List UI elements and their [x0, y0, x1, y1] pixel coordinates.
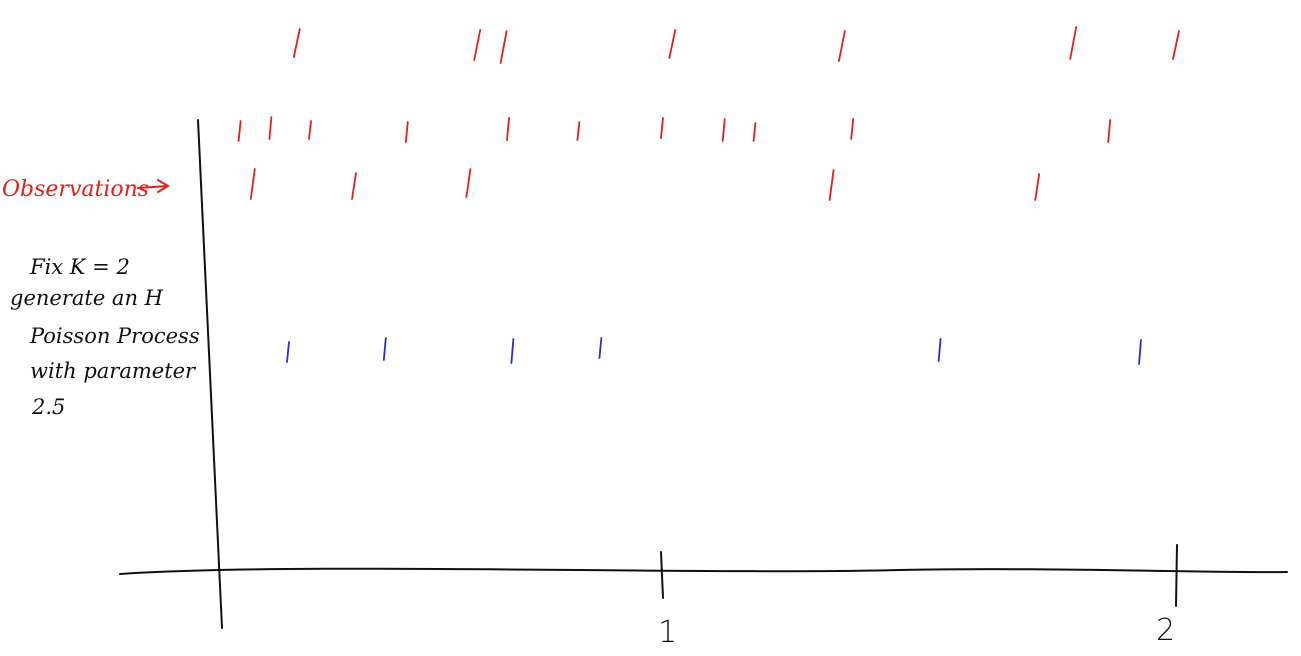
observation-mark-r0-6 — [1172, 30, 1180, 60]
observation-mark-r1-8 — [752, 122, 757, 142]
generated-event-mark-r3-5 — [1138, 339, 1142, 365]
observation-mark-r1-4 — [506, 117, 510, 141]
note-line-4: with parameter — [30, 359, 197, 383]
observation-mark-r0-4 — [838, 30, 846, 62]
observation-mark-r1-9 — [850, 118, 855, 140]
observation-mark-r1-0 — [237, 120, 242, 142]
generated-event-mark-r3-2 — [510, 338, 515, 364]
observation-mark-r2-1 — [351, 172, 357, 200]
observation-mark-r1-7 — [721, 118, 726, 142]
note-line-3: Poisson Process — [29, 324, 200, 348]
observation-mark-r0-0 — [292, 28, 301, 58]
vertical-axis — [197, 119, 223, 629]
axis-tick-1 — [660, 551, 664, 599]
observation-mark-r0-5 — [1069, 26, 1078, 60]
observation-mark-r1-2 — [308, 120, 312, 140]
generated-event-mark-r3-1 — [382, 337, 387, 361]
observation-mark-r0-2 — [499, 30, 508, 64]
generated-event-mark-r3-4 — [937, 338, 942, 362]
note-line-2: generate an H — [10, 286, 164, 310]
tick-label-1: 1 — [658, 615, 677, 650]
observation-mark-r2-2 — [465, 168, 472, 198]
note-line-5: 2.5 — [31, 395, 65, 419]
observation-mark-r1-3 — [404, 121, 409, 143]
observations-arrow — [137, 179, 170, 193]
observation-mark-r1-1 — [268, 116, 273, 140]
generated-event-mark-r3-0 — [286, 341, 290, 363]
generated-event-mark-r3-3 — [598, 337, 603, 359]
horizontal-axis — [119, 567, 1288, 575]
observation-mark-r1-10 — [1107, 119, 1112, 143]
axis-tick-2 — [1175, 544, 1178, 607]
observation-mark-r2-4 — [1034, 173, 1041, 201]
observation-mark-r0-3 — [668, 29, 677, 59]
note-line-1: Fix K = 2 — [29, 255, 130, 279]
observation-mark-r1-6 — [660, 117, 664, 139]
note-text-block: Fix K = 2 generate an H Poisson Process … — [10, 255, 200, 419]
tick-label-2: 2 — [1156, 613, 1175, 648]
observation-mark-r2-0 — [249, 168, 256, 200]
event-marks — [237, 26, 1180, 365]
observation-mark-r2-3 — [828, 169, 835, 201]
observations-label: Observations — [2, 177, 149, 202]
observation-mark-r0-1 — [473, 29, 482, 61]
observation-mark-r1-5 — [576, 121, 581, 141]
